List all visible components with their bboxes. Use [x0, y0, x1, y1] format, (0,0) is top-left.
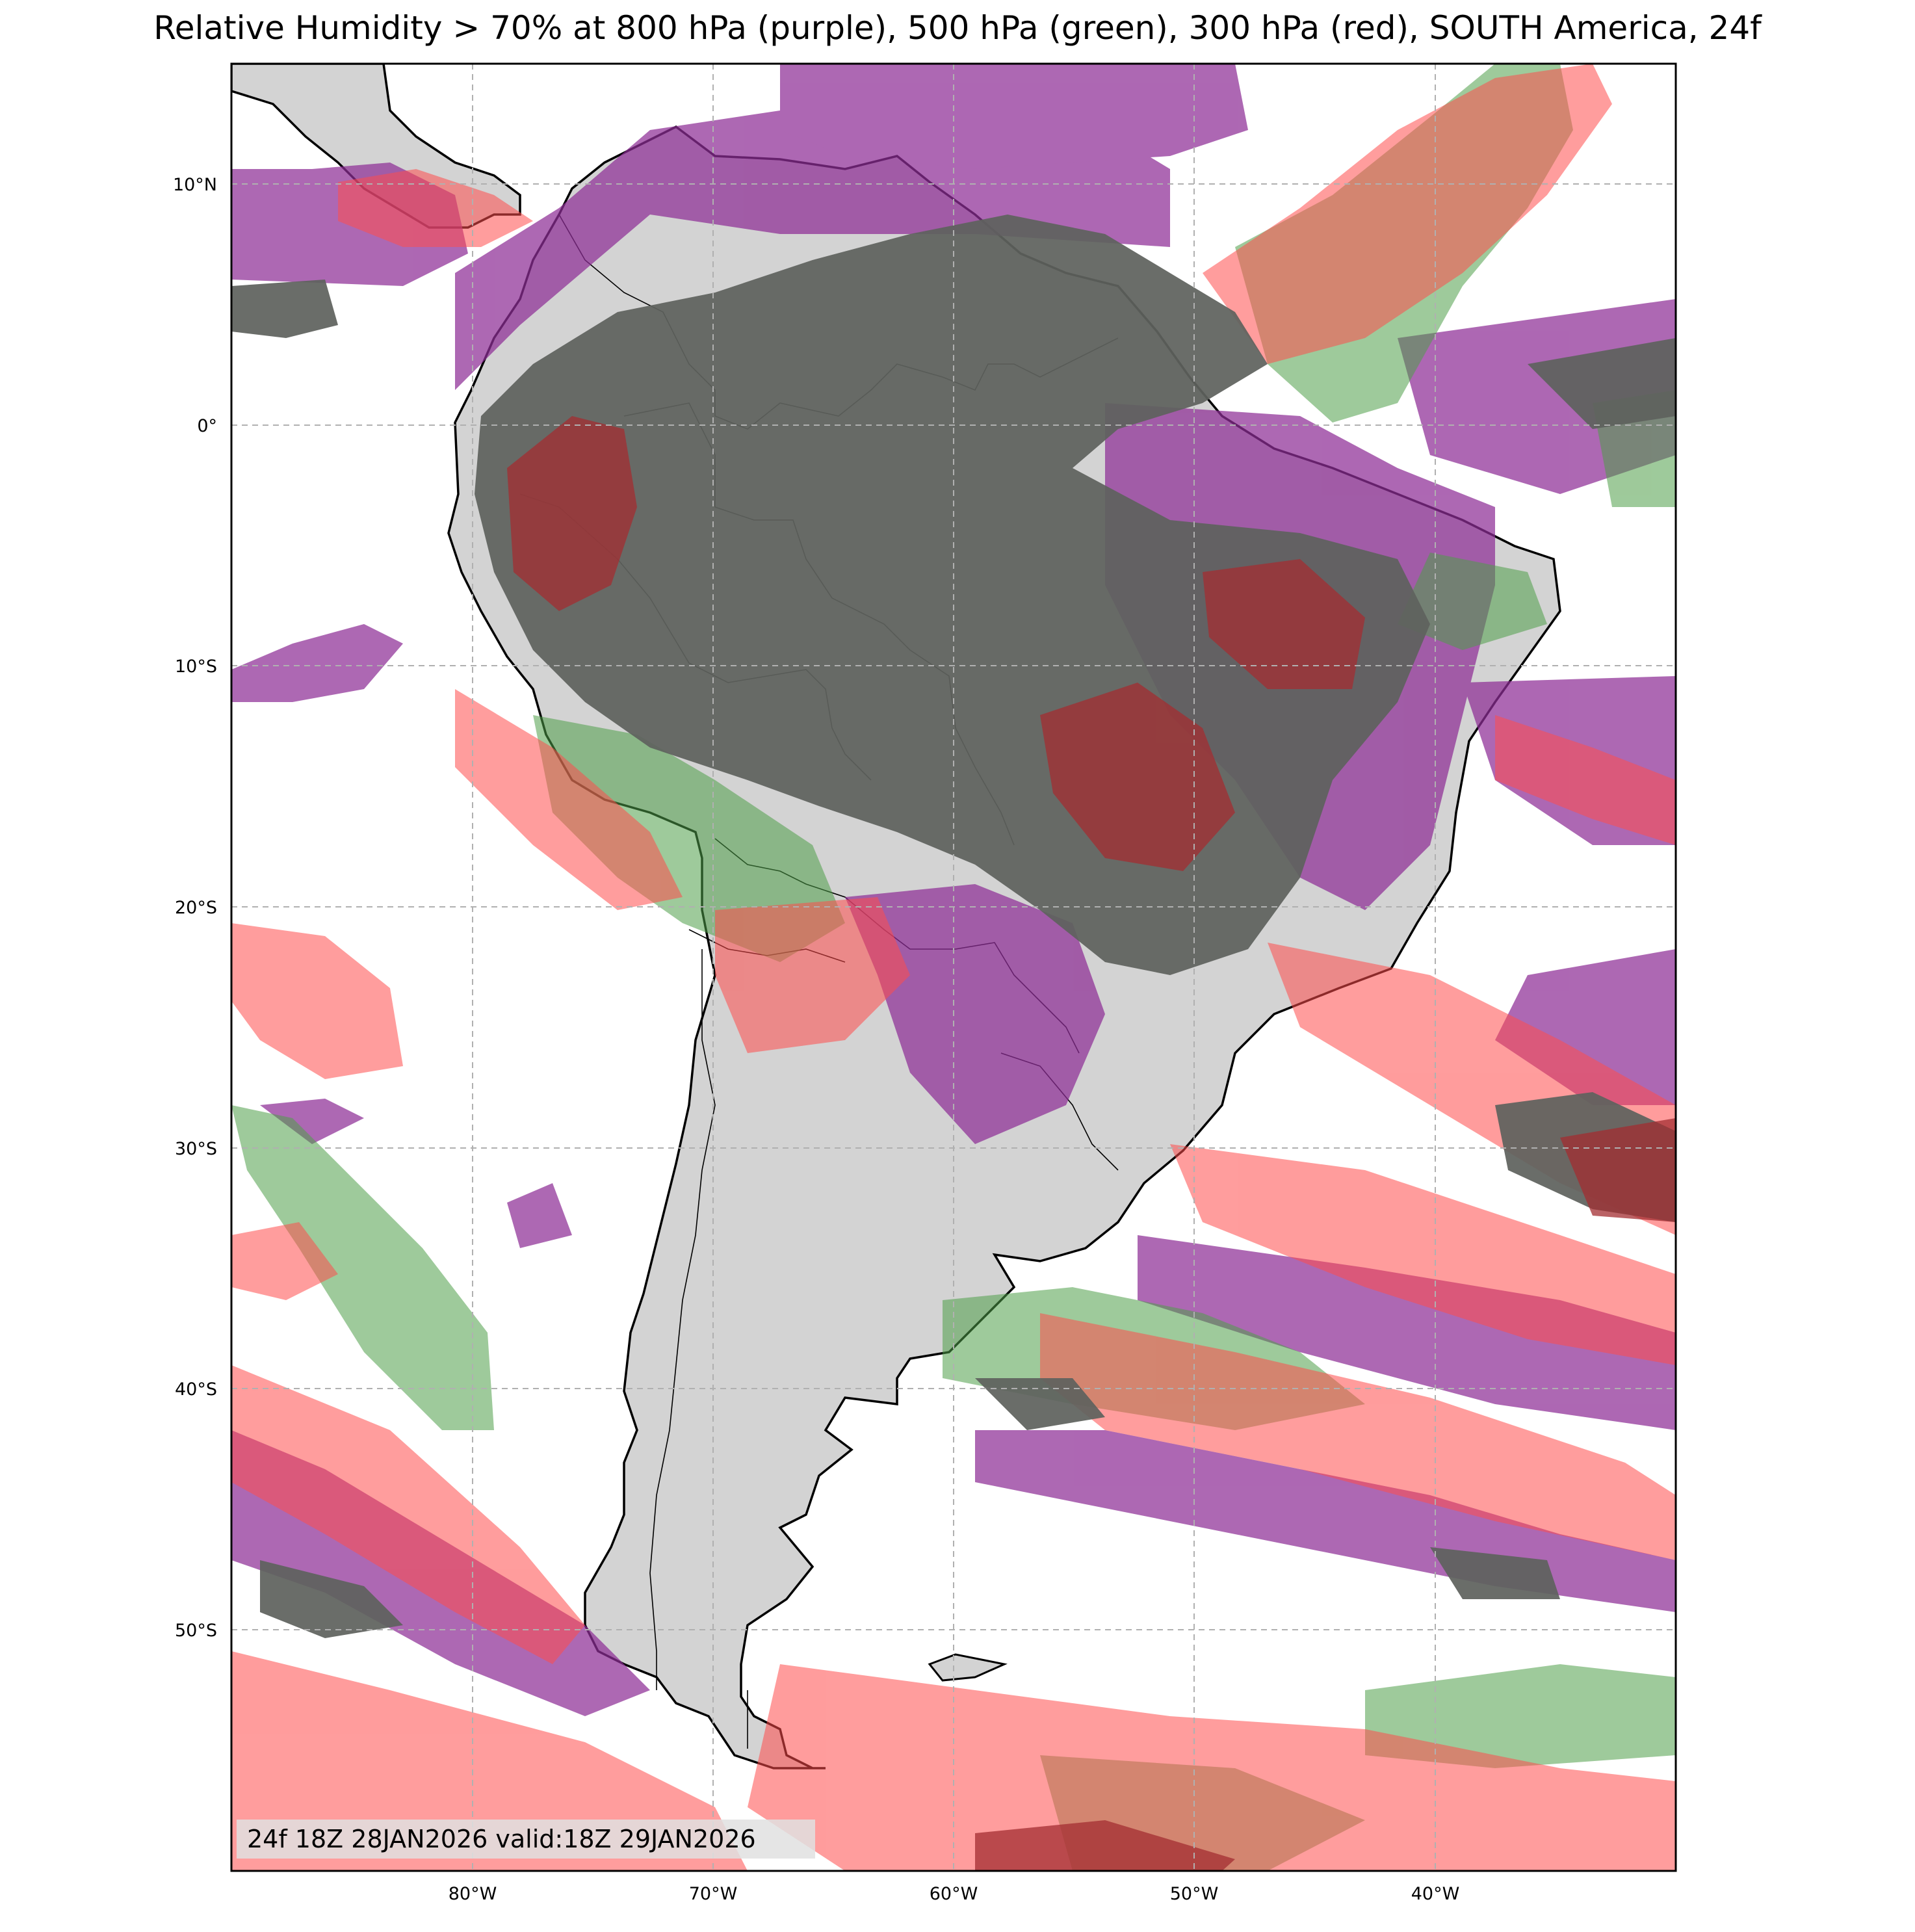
lon-label-70w: 70°W	[689, 1884, 738, 1904]
valid-time-box	[237, 1820, 815, 1859]
lon-label-80w: 80°W	[449, 1884, 497, 1904]
rh-300hpa-layer	[231, 64, 1676, 1871]
lat-label-30s: 30°S	[175, 1139, 217, 1159]
lat-label-50s: 50°S	[175, 1621, 217, 1641]
lon-label-60w: 60°W	[930, 1884, 978, 1904]
lat-label-0: 0°	[197, 416, 217, 436]
graticule	[231, 64, 1676, 1871]
lat-label-10s: 10°S	[175, 657, 217, 677]
lat-label-20s: 20°S	[175, 898, 217, 918]
lon-label-50w: 50°W	[1170, 1884, 1219, 1904]
longitude-labels: 80°W 70°W 60°W 50°W 40°W	[449, 1884, 1460, 1904]
latitude-labels: 10°N 0° 10°S 20°S 30°S 40°S 50°S	[173, 175, 217, 1641]
rh-high-core-layer	[507, 416, 1676, 1871]
lat-label-40s: 40°S	[175, 1379, 217, 1400]
map-frame	[230, 62, 1677, 1872]
lon-label-40w: 40°W	[1411, 1884, 1460, 1904]
lat-label-10n: 10°N	[173, 175, 217, 195]
valid-time-label: 24f 18Z 28JAN2026 valid:18Z 29JAN2026	[247, 1825, 756, 1853]
map-title: Relative Humidity > 70% at 800 hPa (purp…	[153, 9, 1762, 47]
falkland-islands	[928, 1653, 1008, 1682]
